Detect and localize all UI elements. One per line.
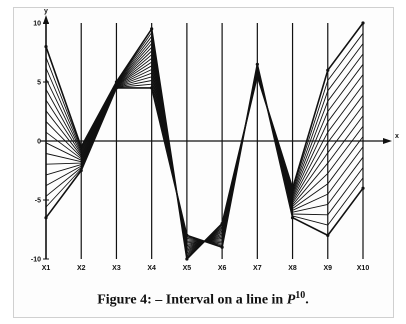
category-label-x4: X4 <box>147 265 156 272</box>
y-tick-label: 0 <box>37 139 41 146</box>
caption-suffix: . <box>305 292 309 308</box>
interval-line <box>45 50 364 251</box>
y-tick-label: 5 <box>37 80 41 87</box>
caption-superscript: 10 <box>295 290 306 301</box>
data-point <box>185 233 189 237</box>
data-point <box>290 186 295 190</box>
interval-line <box>45 57 364 248</box>
data-point <box>185 257 189 261</box>
category-label-x1: X1 <box>42 265 51 272</box>
category-label-x6: X6 <box>218 265 227 272</box>
figure-frame <box>13 7 394 318</box>
category-label-x8: X8 <box>288 265 297 272</box>
figure-caption: Figure 4: – Interval on a line in P10. <box>0 290 406 309</box>
interval-line <box>45 32 364 258</box>
data-point <box>326 233 330 237</box>
y-tick-label: -10 <box>31 257 41 264</box>
data-point <box>290 216 295 220</box>
data-point <box>114 86 119 90</box>
data-point <box>114 80 119 84</box>
data-point <box>150 86 154 90</box>
axes-layer <box>40 15 392 260</box>
data-point <box>255 62 259 66</box>
series-line-endpoint-b <box>45 63 364 248</box>
data-point <box>361 186 365 190</box>
y-tick-label: 10 <box>33 21 41 28</box>
x-axis-label: x <box>395 133 399 140</box>
data-point <box>255 74 259 78</box>
category-label-x5: X5 <box>183 265 192 272</box>
polylines-layer <box>44 21 365 261</box>
y-axis-arrow <box>43 15 49 24</box>
category-label-x10: X10 <box>357 265 370 272</box>
category-label-x7: X7 <box>253 265 262 272</box>
interval-line <box>45 54 364 250</box>
data-point <box>79 145 83 149</box>
data-point <box>44 45 48 49</box>
interval-line <box>45 66 364 244</box>
labels-layer: 10 5 0 -5 -10 y x X1 X2 X3 X4 X5 X6 X7 X8 X9 X10 <box>31 8 399 272</box>
interval-line <box>45 61 364 247</box>
data-point <box>44 216 48 220</box>
category-label-x2: X2 <box>77 265 86 272</box>
data-point <box>361 21 365 25</box>
y-axis-label: y <box>44 8 48 15</box>
caption-prefix: Figure 4: – Interval on a line in <box>97 292 287 308</box>
data-point <box>326 68 330 72</box>
data-point <box>79 168 83 173</box>
y-tick-label: -5 <box>35 198 41 205</box>
data-point <box>220 245 224 249</box>
interval-line <box>45 35 364 257</box>
interval-line <box>45 46 364 253</box>
data-point <box>220 222 224 226</box>
interval-line <box>45 66 364 242</box>
data-point <box>150 27 154 31</box>
category-label-x9: X9 <box>323 265 332 272</box>
category-label-x3: X3 <box>112 265 121 272</box>
caption-symbol: P <box>286 292 296 308</box>
x-axis-arrow <box>383 138 392 144</box>
